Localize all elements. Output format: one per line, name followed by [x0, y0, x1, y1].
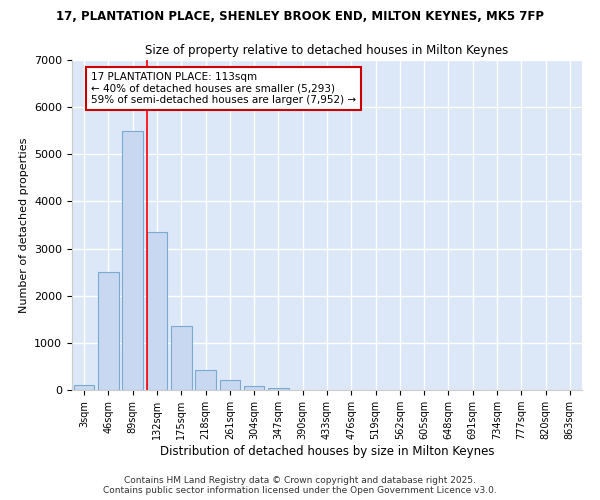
Bar [122, 130, 143, 390]
Bar [220, 380, 240, 390]
Text: 17 PLANTATION PLACE: 113sqm
← 40% of detached houses are smaller (5,293)
59% of : 17 PLANTATION PLACE: 113sqm ← 40% of det… [91, 72, 356, 105]
Y-axis label: Number of detached properties: Number of detached properties [19, 138, 29, 312]
Bar [171, 326, 191, 390]
Bar [146, 232, 167, 390]
Bar [98, 272, 119, 390]
Bar [195, 370, 216, 390]
Bar [244, 386, 265, 390]
Text: Contains HM Land Registry data © Crown copyright and database right 2025.
Contai: Contains HM Land Registry data © Crown c… [103, 476, 497, 495]
Title: Size of property relative to detached houses in Milton Keynes: Size of property relative to detached ho… [145, 44, 509, 58]
X-axis label: Distribution of detached houses by size in Milton Keynes: Distribution of detached houses by size … [160, 445, 494, 458]
Bar [268, 388, 289, 390]
Text: 17, PLANTATION PLACE, SHENLEY BROOK END, MILTON KEYNES, MK5 7FP: 17, PLANTATION PLACE, SHENLEY BROOK END,… [56, 10, 544, 23]
Bar [74, 386, 94, 390]
